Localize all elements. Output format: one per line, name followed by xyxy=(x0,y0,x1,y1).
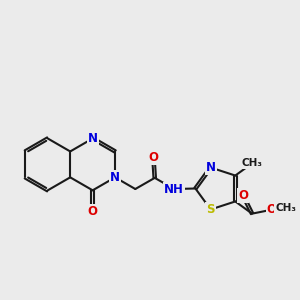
Text: O: O xyxy=(88,205,98,218)
Text: O: O xyxy=(148,151,158,164)
Text: O: O xyxy=(266,203,277,216)
Text: S: S xyxy=(206,203,215,216)
Text: CH₃: CH₃ xyxy=(242,158,262,168)
Text: CH₃: CH₃ xyxy=(275,203,296,214)
Text: N: N xyxy=(110,171,120,184)
Text: N: N xyxy=(206,161,216,174)
Text: NH: NH xyxy=(164,182,184,196)
Text: N: N xyxy=(88,132,98,145)
Text: O: O xyxy=(238,189,248,202)
